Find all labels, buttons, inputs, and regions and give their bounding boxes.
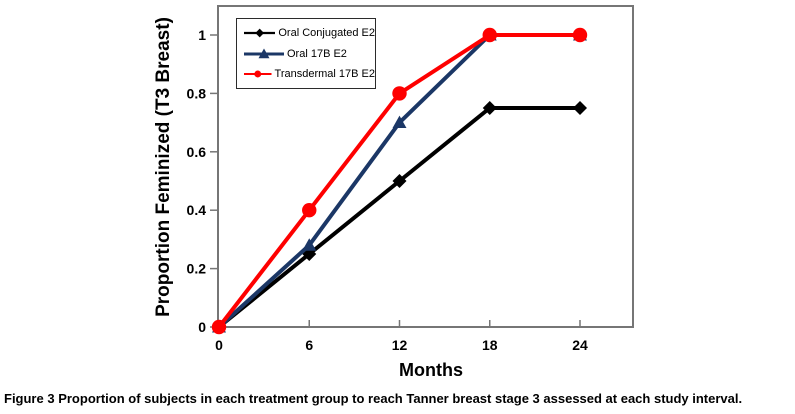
- series-1-marker: [392, 115, 407, 129]
- x-tick-label: 18: [482, 337, 498, 353]
- legend-item: Oral Conjugated E2: [244, 26, 375, 40]
- y-tick-label: 0: [198, 319, 206, 335]
- series-2-marker: [302, 203, 317, 218]
- x-tick-label: 12: [392, 337, 408, 353]
- legend-label: Oral 17B E2: [287, 47, 347, 60]
- legend-marker-diamond-icon: [244, 28, 276, 38]
- series-2-marker: [392, 86, 407, 101]
- series-0-marker: [392, 174, 407, 188]
- y-tick-label: 0.8: [187, 85, 207, 101]
- series-0-marker: [573, 101, 587, 115]
- x-tick-label: 24: [572, 337, 588, 353]
- legend-marker-circle-icon: [244, 70, 272, 78]
- legend-label: Transdermal 17B E2: [274, 68, 375, 81]
- x-axis-title: Months: [399, 360, 463, 380]
- figure-caption-text: Proportion of subjects in each treatment…: [58, 391, 743, 406]
- y-tick-label: 0.2: [187, 261, 207, 277]
- series-1-marker: [302, 238, 317, 251]
- figure-caption-label: Figure 3: [4, 391, 55, 406]
- series-2-marker: [211, 319, 227, 335]
- legend-item: Transdermal 17B E2: [244, 67, 375, 81]
- legend-label: Oral Conjugated E2: [278, 26, 375, 39]
- x-tick-label: 0: [215, 337, 223, 353]
- y-tick-label: 0.6: [187, 144, 207, 160]
- series-2-marker: [482, 27, 497, 43]
- y-axis-title: Proportion Feminized (T3 Breast): [153, 17, 174, 317]
- series-0-marker: [482, 101, 497, 115]
- y-tick-label: 0.4: [187, 202, 207, 218]
- legend-item: Oral 17B E2: [244, 47, 375, 61]
- series-2-marker: [572, 27, 588, 43]
- legend-box: Oral Conjugated E2 Oral 17B E2 Transdermal…: [236, 18, 376, 89]
- plot-canvas: 0 6 12 18 24 0 0.2 0.4 0.6 0.8 1: [187, 5, 634, 353]
- plot-area-frame: [217, 5, 634, 328]
- figure-caption: Figure 3 Proportion of subjects in each …: [4, 391, 792, 406]
- legend-marker-triangle-icon: [244, 48, 284, 58]
- series-line-0: [217, 106, 580, 329]
- y-tick-label: 1: [198, 27, 206, 43]
- x-tick-label: 6: [305, 337, 313, 353]
